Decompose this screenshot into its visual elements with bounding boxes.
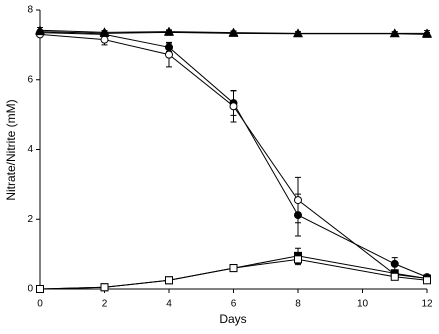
marker [229,102,238,111]
marker [164,27,174,36]
x-tick-label: 10 [357,299,369,310]
marker [36,285,44,293]
y-tick-label: 4 [27,144,33,155]
marker [423,276,431,285]
x-tick-label: 12 [421,299,433,310]
y-axis-title: Nitrate/Nitrite (mM) [4,99,18,200]
marker [293,28,303,38]
marker [100,283,109,292]
marker [165,50,173,59]
series-line [39,32,428,278]
marker [99,28,110,37]
marker [390,272,399,281]
marker [294,255,302,264]
x-tick-label: 6 [231,299,237,310]
series-line [39,33,428,280]
x-tick-label: 4 [166,299,172,310]
marker [100,35,109,44]
y-tick-label: 2 [27,214,33,225]
x-tick-label: 8 [295,299,301,310]
y-tick-label: 8 [27,5,33,16]
x-tick-label: 0 [37,299,43,310]
x-axis-title: Days [219,312,246,326]
marker [229,264,238,273]
marker [389,28,400,38]
y-tick-label: 0 [27,284,33,295]
series-line [39,258,428,290]
marker [165,276,173,285]
marker [390,259,399,268]
y-tick-label: 6 [27,74,33,85]
marker [228,28,239,37]
marker [422,29,432,38]
marker [35,26,45,36]
x-tick-label: 2 [102,299,108,310]
marker [294,196,302,205]
